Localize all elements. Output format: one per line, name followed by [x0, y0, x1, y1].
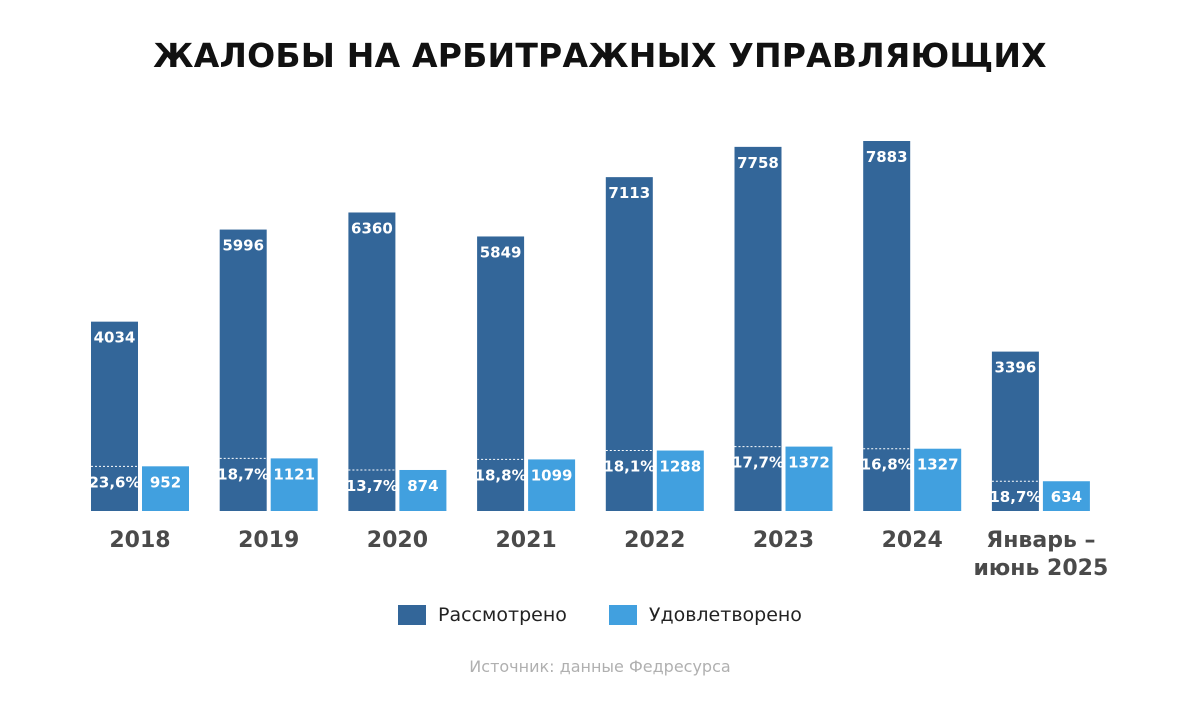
bar-reviewed — [991, 351, 1039, 511]
share-label: 16,8% — [861, 456, 913, 474]
bar-reviewed — [605, 177, 653, 512]
bar-satisfied — [785, 446, 833, 511]
bar-reviewed — [477, 236, 525, 511]
category-label: июнь 2025 — [973, 556, 1108, 581]
value-label-reviewed: 5849 — [480, 243, 522, 261]
share-label: 18,7% — [217, 465, 269, 483]
value-label-reviewed: 3396 — [995, 359, 1037, 377]
bar-satisfied — [914, 448, 962, 511]
chart-title: ЖАЛОБЫ НА АРБИТРАЖНЫХ УПРАВЛЯЮЩИХ — [153, 36, 1047, 75]
bar-reviewed — [863, 141, 911, 511]
bar-chart: 403495223,6%20185996112118,7%20196360874… — [88, 141, 1109, 581]
value-label-satisfied: 1121 — [273, 465, 315, 483]
value-label-satisfied: 1372 — [788, 454, 830, 472]
category-label: 2024 — [882, 528, 943, 553]
bar-reviewed — [734, 146, 782, 511]
value-label-reviewed: 4034 — [94, 329, 136, 347]
category-label: 2020 — [367, 528, 428, 553]
bar-satisfied — [1042, 481, 1090, 511]
share-label: 23,6% — [88, 473, 140, 491]
category-label: 2021 — [495, 528, 556, 553]
bar-satisfied — [142, 466, 189, 511]
bar-satisfied — [399, 469, 447, 511]
value-label-satisfied: 634 — [1051, 488, 1082, 506]
value-label-reviewed: 7883 — [866, 148, 908, 166]
category-label: 2022 — [624, 528, 685, 553]
share-label: 17,7% — [732, 454, 784, 472]
value-label-satisfied: 952 — [150, 473, 181, 491]
category-label: 2019 — [238, 528, 299, 553]
value-label-satisfied: 874 — [407, 477, 438, 495]
bar-satisfied — [528, 459, 576, 511]
share-label: 13,7% — [346, 477, 398, 495]
source-note: Источник: данные Федресурса — [469, 657, 731, 676]
value-label-satisfied: 1099 — [531, 466, 573, 484]
legend-item-satisfied: Удовлетворено — [608, 604, 802, 626]
bar-reviewed — [219, 229, 267, 511]
value-label-satisfied: 1327 — [917, 456, 959, 474]
bar-reviewed — [348, 212, 396, 512]
legend-label-satisfied: Удовлетворено — [648, 604, 802, 626]
share-label: 18,8% — [475, 466, 527, 484]
legend-item-reviewed: Рассмотрено — [398, 604, 567, 626]
category-label: 2018 — [109, 528, 170, 553]
value-label-satisfied: 1288 — [659, 458, 701, 476]
value-label-reviewed: 5996 — [222, 237, 264, 255]
category-label: 2023 — [753, 528, 814, 553]
legend: Рассмотрено Удовлетворено — [0, 604, 1200, 626]
value-label-reviewed: 7113 — [608, 184, 650, 202]
value-label-reviewed: 6360 — [351, 219, 393, 237]
bar-satisfied — [270, 458, 318, 511]
bar-reviewed — [91, 321, 138, 511]
legend-label-reviewed: Рассмотрено — [438, 604, 567, 626]
legend-swatch-satisfied — [608, 605, 637, 625]
share-label: 18,1% — [603, 458, 655, 476]
bar-satisfied — [656, 450, 704, 511]
legend-swatch-reviewed — [398, 605, 427, 625]
share-label: 18,7% — [989, 488, 1041, 506]
category-label: Январь – — [986, 528, 1095, 553]
value-label-reviewed: 7758 — [737, 154, 779, 172]
